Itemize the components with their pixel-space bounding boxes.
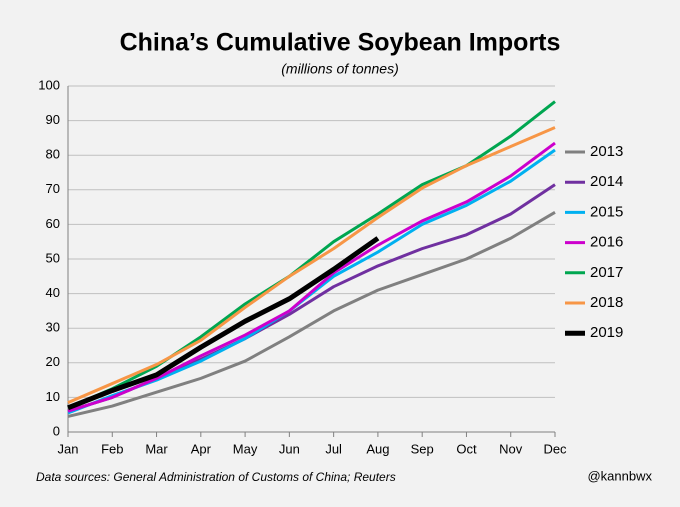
x-tick-label: Aug — [366, 441, 389, 456]
x-tick-label: Oct — [456, 441, 477, 456]
y-tick-label: 70 — [46, 181, 60, 196]
y-tick-label: 90 — [46, 112, 60, 127]
x-tick-label: Jan — [58, 441, 79, 456]
series-line — [67, 236, 380, 411]
legend-label: 2015 — [590, 203, 623, 220]
x-tick-label: Feb — [101, 441, 123, 456]
y-tick-label: 100 — [38, 77, 60, 92]
series-line — [67, 210, 556, 418]
chart-title: China’s Cumulative Soybean Imports — [120, 29, 561, 57]
x-tick-label: Jul — [325, 441, 342, 456]
series-line — [67, 126, 556, 404]
source-note: Data sources: General Administration of … — [36, 470, 396, 484]
y-tick-label: 40 — [46, 285, 60, 300]
series-line — [67, 141, 556, 413]
y-tick-label: 20 — [46, 354, 60, 369]
y-tick-label: 50 — [46, 250, 60, 265]
chart-subtitle: (millions of tonnes) — [281, 61, 399, 77]
legend-label: 2019 — [590, 324, 623, 341]
y-tick-label: 80 — [46, 147, 60, 162]
legend-label: 2016 — [590, 234, 623, 251]
series-line — [67, 100, 556, 410]
x-tick-label: Nov — [499, 441, 523, 456]
legend-label: 2017 — [590, 264, 623, 281]
y-tick-label: 30 — [46, 320, 60, 335]
x-tick-label: Jun — [279, 441, 300, 456]
credit: @kannbwx — [587, 468, 652, 483]
legend-label: 2013 — [590, 143, 623, 160]
x-tick-label: Mar — [145, 441, 168, 456]
x-tick-label: Apr — [191, 441, 212, 456]
x-tick-label: May — [233, 441, 258, 456]
y-tick-label: 10 — [46, 389, 60, 404]
y-tick-label: 0 — [53, 423, 60, 438]
y-tick-label: 60 — [46, 216, 60, 231]
x-tick-label: Sep — [411, 441, 434, 456]
legend-label: 2014 — [590, 173, 623, 190]
legend-label: 2018 — [590, 294, 623, 311]
series-line — [67, 183, 556, 413]
x-tick-label: Dec — [543, 441, 567, 456]
